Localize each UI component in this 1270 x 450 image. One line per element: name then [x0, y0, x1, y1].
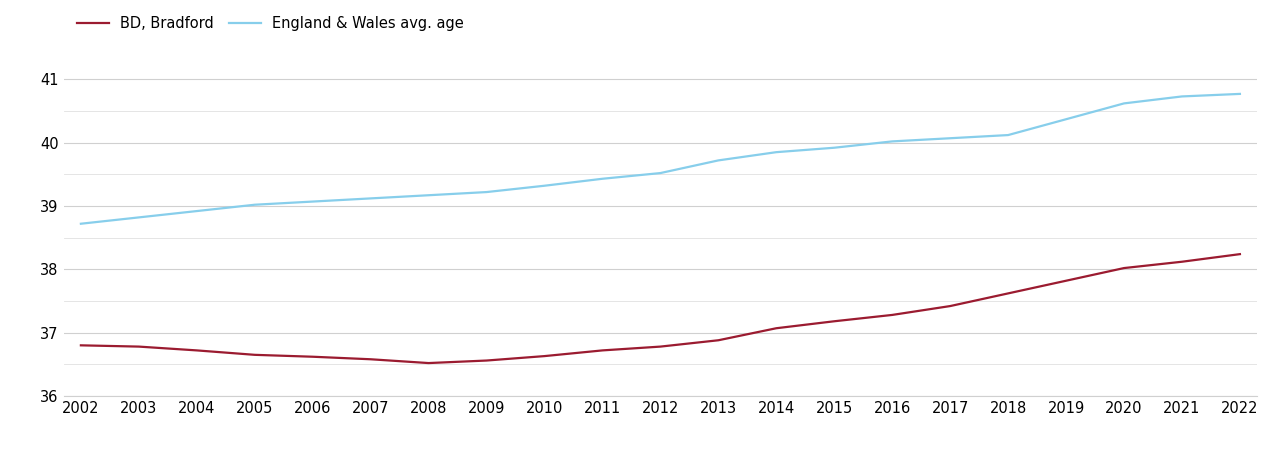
BD, Bradford	[885, 312, 900, 318]
England & Wales avg. age	[537, 183, 552, 189]
Line: England & Wales avg. age: England & Wales avg. age	[81, 94, 1240, 224]
England & Wales avg. age	[827, 145, 842, 150]
BD, Bradford	[363, 356, 378, 362]
England & Wales avg. age	[1175, 94, 1190, 99]
BD, Bradford	[189, 348, 204, 353]
England & Wales avg. age	[131, 215, 146, 220]
England & Wales avg. age	[305, 199, 320, 204]
England & Wales avg. age	[711, 158, 726, 163]
BD, Bradford	[537, 353, 552, 359]
England & Wales avg. age	[885, 139, 900, 144]
England & Wales avg. age	[1001, 132, 1016, 138]
England & Wales avg. age	[942, 135, 958, 141]
England & Wales avg. age	[768, 149, 784, 155]
England & Wales avg. age	[363, 196, 378, 201]
BD, Bradford	[131, 344, 146, 349]
England & Wales avg. age	[1058, 117, 1073, 122]
BD, Bradford	[1116, 266, 1132, 271]
BD, Bradford	[653, 344, 668, 349]
BD, Bradford	[594, 348, 610, 353]
BD, Bradford	[1175, 259, 1190, 265]
BD, Bradford	[942, 303, 958, 309]
England & Wales avg. age	[594, 176, 610, 181]
England & Wales avg. age	[420, 193, 436, 198]
England & Wales avg. age	[189, 208, 204, 214]
England & Wales avg. age	[1232, 91, 1247, 97]
Line: BD, Bradford: BD, Bradford	[81, 254, 1240, 363]
BD, Bradford	[1058, 278, 1073, 284]
BD, Bradford	[74, 342, 89, 348]
England & Wales avg. age	[1116, 101, 1132, 106]
BD, Bradford	[711, 338, 726, 343]
England & Wales avg. age	[248, 202, 263, 207]
BD, Bradford	[768, 325, 784, 331]
Legend: BD, Bradford, England & Wales avg. age: BD, Bradford, England & Wales avg. age	[71, 10, 470, 36]
BD, Bradford	[420, 360, 436, 366]
BD, Bradford	[248, 352, 263, 358]
BD, Bradford	[1001, 291, 1016, 296]
BD, Bradford	[827, 319, 842, 324]
BD, Bradford	[1232, 252, 1247, 257]
BD, Bradford	[305, 354, 320, 360]
England & Wales avg. age	[74, 221, 89, 226]
England & Wales avg. age	[653, 171, 668, 176]
England & Wales avg. age	[479, 189, 494, 195]
BD, Bradford	[479, 358, 494, 363]
